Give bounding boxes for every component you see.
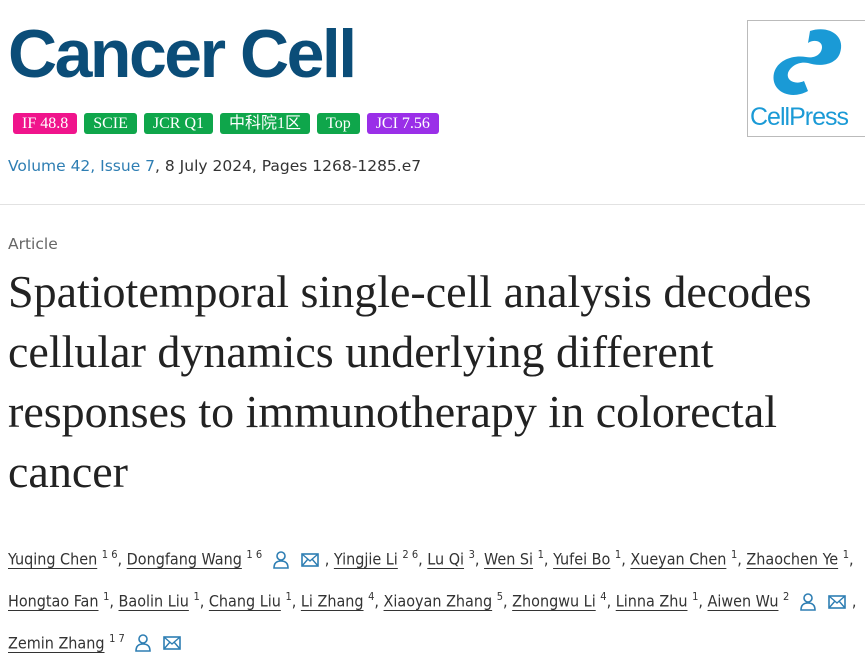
affiliation-ref[interactable]: 1 xyxy=(285,589,292,603)
citation: Volume 42, Issue 7, 8 July 2024, Pages 1… xyxy=(8,157,421,175)
cellpress-wordmark: CellPress xyxy=(750,103,849,131)
person-icon[interactable] xyxy=(272,551,289,569)
affiliation-ref[interactable]: 1 xyxy=(614,548,622,561)
author-link[interactable]: Li Zhang xyxy=(300,591,364,611)
separator: , xyxy=(117,549,127,569)
divider xyxy=(0,204,865,205)
separator: , xyxy=(199,591,209,611)
affiliation-ref[interactable]: 2 6 xyxy=(402,548,419,561)
affiliation-ref[interactable]: 3 xyxy=(468,548,475,561)
separator: , xyxy=(621,549,631,569)
author-link[interactable]: Xiaoyan Zhang xyxy=(383,591,493,611)
badge[interactable]: Top xyxy=(317,113,360,134)
affiliation-ref[interactable]: 1 7 xyxy=(109,631,125,645)
affiliation-ref[interactable]: 4 xyxy=(600,589,607,603)
separator: , xyxy=(698,591,708,611)
author-link[interactable]: Yuqing Chen xyxy=(8,549,98,569)
author-link[interactable]: Linna Zhu xyxy=(615,591,688,611)
badge[interactable]: JCI 7.56 xyxy=(366,113,439,134)
separator: , xyxy=(418,549,428,569)
affiliation-ref[interactable]: 1 6 xyxy=(246,548,263,561)
author-link[interactable]: Zhongwu Li xyxy=(512,591,596,611)
journal-title[interactable]: Cancer Cell xyxy=(8,16,357,92)
cellpress-logo[interactable]: CellPress xyxy=(747,20,865,137)
separator: , xyxy=(503,591,513,611)
separator: , xyxy=(606,591,616,611)
affiliation-ref[interactable]: 2 xyxy=(783,589,790,603)
author-link[interactable]: Baolin Liu xyxy=(118,591,189,611)
badge-list: IF 48.8 SCIE JCR Q1 中科院1区 Top JCI 7.56 xyxy=(13,113,439,134)
affiliation-ref[interactable]: 1 xyxy=(537,548,544,561)
author-link[interactable]: Lu Qi xyxy=(427,549,465,569)
affiliation-ref[interactable]: 1 xyxy=(692,589,699,603)
badge[interactable]: SCIE xyxy=(84,113,137,134)
email-icon[interactable] xyxy=(300,553,319,567)
separator: , xyxy=(543,549,554,569)
author-link[interactable]: Dongfang Wang xyxy=(126,549,242,569)
badge[interactable]: IF 48.8 xyxy=(13,113,78,134)
volume-issue-link[interactable]: Volume 42, Issue 7 xyxy=(8,157,156,175)
email-icon[interactable] xyxy=(163,636,182,651)
citation-details: , 8 July 2024, Pages 1268-1285.e7 xyxy=(155,157,422,175)
author-link[interactable]: Zhaochen Ye xyxy=(746,549,839,569)
person-icon[interactable] xyxy=(800,592,816,611)
article-title: Spatiotemporal single-cell analysis deco… xyxy=(8,266,812,497)
author-link[interactable]: Aiwen Wu xyxy=(707,591,779,611)
person-icon[interactable] xyxy=(135,634,152,653)
separator: , xyxy=(291,591,301,611)
separator: , xyxy=(474,549,485,569)
author-link[interactable]: Wen Si xyxy=(484,549,534,569)
separator: , xyxy=(324,549,334,569)
author-link[interactable]: Hongtao Fan xyxy=(8,591,99,611)
affiliation-ref[interactable]: 4 xyxy=(368,589,375,603)
affiliation-ref[interactable]: 1 xyxy=(730,548,738,561)
author-list: Yuqing Chen 1 6, Dongfang Wang 1 6 , Yin… xyxy=(8,536,865,661)
author-link[interactable]: Zemin Zhang xyxy=(8,632,105,652)
author-link[interactable]: Yingjie Li xyxy=(333,549,398,569)
separator: , xyxy=(374,591,384,611)
separator: , xyxy=(109,591,119,611)
affiliation-ref[interactable]: 1 6 xyxy=(101,548,118,561)
separator: , xyxy=(737,549,747,569)
affiliation-ref[interactable]: 1 xyxy=(103,589,110,603)
article-type: Article xyxy=(8,235,58,253)
cellpress-mark-icon xyxy=(773,29,842,95)
affiliation-ref[interactable]: 1 xyxy=(842,548,849,561)
author-link[interactable]: Yufei Bo xyxy=(553,549,611,569)
affiliation-ref[interactable]: 5 xyxy=(496,589,504,603)
author-link[interactable]: Xueyan Chen xyxy=(630,549,727,569)
email-icon[interactable] xyxy=(828,594,846,609)
separator: , xyxy=(851,591,857,611)
author-link[interactable]: Chang Liu xyxy=(208,591,281,611)
badge[interactable]: JCR Q1 xyxy=(143,113,214,134)
affiliation-ref[interactable]: 1 xyxy=(193,589,200,603)
badge[interactable]: 中科院1区 xyxy=(220,113,311,134)
separator: , xyxy=(849,549,854,569)
